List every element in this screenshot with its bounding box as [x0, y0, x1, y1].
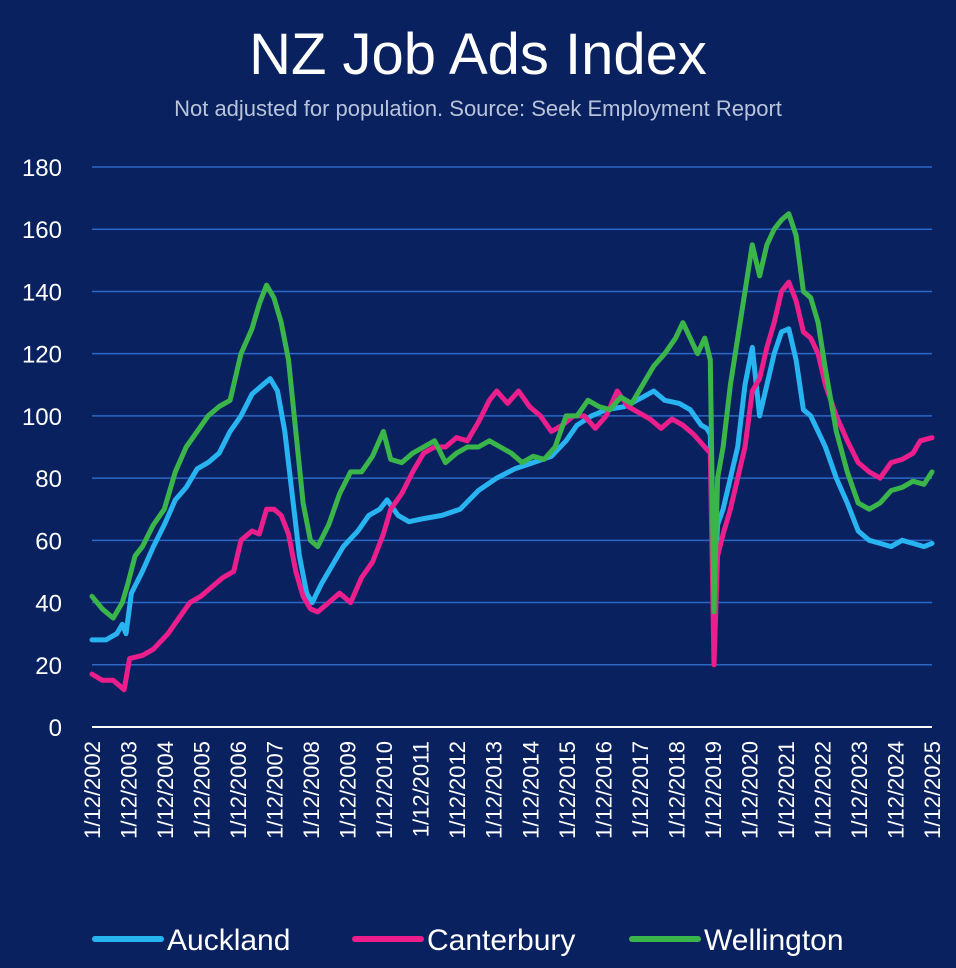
x-tick-label: 1/12/2025 — [920, 741, 945, 839]
gridlines — [92, 166, 932, 728]
y-tick-label: 40 — [35, 591, 62, 618]
x-tick-label: 1/12/2002 — [80, 741, 105, 839]
x-tick-label: 1/12/2012 — [445, 741, 470, 839]
y-tick-label: 160 — [22, 217, 62, 244]
x-tick-label: 1/12/2008 — [299, 741, 324, 839]
series-line-auckland — [89, 326, 935, 643]
x-tick-label: 1/12/2020 — [737, 741, 762, 839]
x-tick-label: 1/12/2014 — [518, 741, 543, 839]
x-tick-label: 1/12/2004 — [153, 741, 178, 839]
x-tick-label: 1/12/2007 — [263, 741, 288, 839]
y-tick-label: 20 — [35, 653, 62, 680]
x-tick-label: 1/12/2003 — [117, 741, 142, 839]
y-tick-label: 180 — [22, 155, 62, 182]
y-axis-ticks: 0 20 40 60 80 100 120 140 160 180 — [22, 155, 62, 742]
x-tick-label: 1/12/2018 — [664, 741, 689, 839]
y-tick-label: 0 — [49, 715, 62, 742]
x-tick-label: 1/12/2024 — [883, 741, 908, 839]
x-tick-label: 1/12/2011 — [409, 741, 434, 837]
series-line-canterbury — [89, 279, 935, 693]
x-tick-label: 1/12/2017 — [628, 741, 653, 839]
y-tick-label: 80 — [35, 466, 62, 493]
x-tick-label: 1/12/2006 — [226, 741, 251, 839]
series-lines — [89, 211, 935, 693]
legend-label-canterbury: Canterbury — [427, 924, 575, 957]
x-tick-label: 1/12/2010 — [372, 741, 397, 839]
legend-label-auckland: Auckland — [167, 924, 290, 957]
y-tick-label: 140 — [22, 279, 62, 306]
x-tick-label: 1/12/2021 — [774, 741, 799, 839]
x-tick-label: 1/12/2015 — [555, 741, 580, 839]
x-tick-label: 1/12/2023 — [847, 741, 872, 839]
x-axis-ticks: 1/12/2002 1/12/2003 1/12/2004 1/12/2005 1/12… — [80, 741, 945, 839]
series-line-wellington — [89, 211, 935, 621]
chart-subtitle: Not adjusted for population. Source: See… — [174, 96, 782, 121]
x-tick-label: 1/12/2016 — [591, 741, 616, 839]
x-tick-label: 1/12/2005 — [190, 741, 215, 839]
y-tick-label: 100 — [22, 404, 62, 431]
legend-label-wellington: Wellington — [704, 924, 844, 957]
x-tick-label: 1/12/2013 — [482, 741, 507, 839]
x-tick-label: 1/12/2009 — [336, 741, 361, 839]
y-tick-label: 60 — [35, 528, 62, 555]
y-tick-label: 120 — [22, 342, 62, 369]
x-tick-label: 1/12/2022 — [810, 741, 835, 839]
chart-title: NZ Job Ads Index — [249, 22, 707, 87]
x-tick-label: 1/12/2019 — [701, 741, 726, 839]
legend: Auckland Canterbury Wellington — [92, 924, 844, 957]
